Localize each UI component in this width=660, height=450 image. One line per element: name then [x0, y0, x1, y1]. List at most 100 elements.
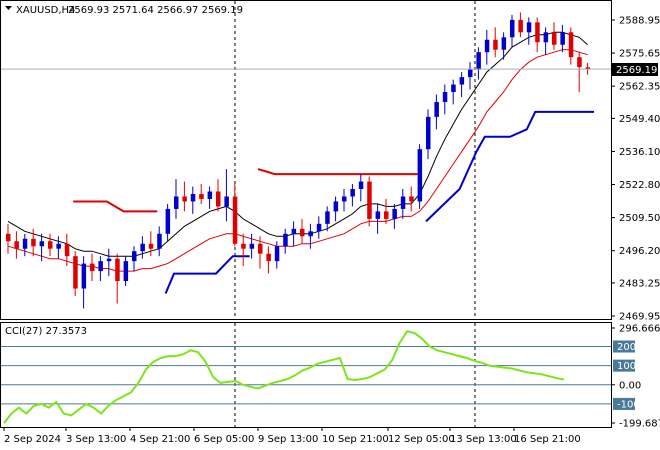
candle-body-17 [148, 243, 154, 249]
candle-body-65 [552, 32, 557, 45]
cci-tick-box-4 [613, 397, 635, 410]
stop-line-1 [164, 255, 250, 294]
price-tick-label-0: 2588.95 [619, 16, 660, 27]
cci-tick-label-2: 100 [617, 361, 636, 372]
price-axis: 2588.95 2575.65 2562.35 2549.40 2536.10 2522.… [611, 16, 660, 323]
candle-body-10 [90, 263, 95, 272]
candle-body-23 [199, 193, 204, 199]
candle-body-54 [459, 77, 465, 85]
time-tick-label-4: 9 Sep 13:00 [258, 434, 318, 445]
cci-line [3, 330, 565, 424]
candle-body-69 [585, 67, 591, 70]
candle-body-2 [22, 238, 28, 249]
stop-line-3 [425, 110, 594, 223]
candle-body-48 [409, 196, 414, 202]
candle-body-63 [535, 22, 540, 43]
candle-body-15 [132, 251, 137, 262]
candle-body-25 [216, 191, 221, 207]
candle-body-58 [493, 39, 498, 50]
candle-body-60 [510, 19, 515, 38]
price-tick-label-4: 2536.10 [619, 147, 660, 158]
chevron-down-icon[interactable] [5, 6, 12, 10]
price-tick-label-3: 2549.40 [619, 114, 660, 125]
candle-body-56 [476, 52, 481, 70]
candle-body-50 [426, 116, 431, 150]
candle-body-3 [31, 238, 36, 247]
candle-body-0 [6, 233, 11, 242]
candle-body-7 [64, 243, 70, 257]
cci-indicator-label: CCI(27) 27.3573 [5, 326, 87, 337]
candle-body-12 [106, 258, 112, 262]
cci-axis: 296.6665 200 100 0.00 -100 -199.6877 [611, 324, 660, 430]
candle-body-29 [249, 243, 255, 249]
candle-body-34 [291, 228, 297, 234]
candle-body-51 [434, 101, 439, 117]
price-tick-label-1: 2575.65 [619, 49, 660, 60]
candle-body-28 [241, 243, 246, 249]
cci-tick-label-3: 0.00 [619, 380, 641, 391]
candle-body-30 [258, 243, 263, 254]
time-tick-label-7: 13 Sep 13:00 [450, 434, 517, 445]
price-tick-label-2: 2562.35 [619, 82, 660, 93]
candle-body-37 [316, 223, 322, 232]
candle-body-68 [577, 57, 582, 68]
cci-tick-box-2 [613, 359, 635, 372]
candle-body-16 [140, 243, 145, 252]
candle-body-8 [73, 256, 78, 289]
candle-body-67 [568, 32, 574, 58]
time-tick-label-8: 16 Sep 21:00 [514, 434, 581, 445]
time-tick-label-2: 4 Sep 21:00 [130, 434, 190, 445]
candle-body-49 [417, 149, 423, 202]
candle-body-45 [384, 211, 389, 219]
ohlc-label: 2569.93 2571.64 2566.97 2569.19 [68, 5, 243, 16]
time-tick-label-5: 10 Sep 21:00 [322, 434, 389, 445]
price-tick-label-9: 2469.95 [619, 312, 660, 323]
cci-tick-label-1: 200 [617, 342, 636, 353]
candle-body-33 [283, 233, 288, 247]
candle-body-59 [501, 37, 507, 50]
candle-body-35 [300, 228, 305, 237]
candle-body-64 [543, 32, 549, 43]
current-price-value: 2569.19 [616, 65, 657, 76]
candle-body-38 [325, 211, 330, 224]
candle-body-19 [165, 208, 171, 234]
candle-body-47 [400, 196, 406, 209]
candle-body-61 [518, 19, 523, 33]
ma-slow-line [7, 49, 588, 272]
candle-body-26 [224, 196, 229, 207]
time-tick-label-6: 12 Sep 05:00 [388, 434, 455, 445]
candle-body-43 [367, 181, 372, 219]
period-separators [234, 1, 476, 427]
stop-line-0 [73, 200, 158, 213]
candle-body-21 [182, 196, 187, 202]
candle-body-40 [342, 196, 347, 202]
moving-averages [7, 31, 588, 272]
candle-body-62 [526, 22, 532, 33]
time-tick-label-3: 6 Sep 05:00 [194, 434, 254, 445]
candle-body-18 [157, 233, 162, 249]
candle-body-13 [115, 258, 120, 282]
cci-tick-label-4: -100 [617, 399, 640, 410]
candle-body-57 [484, 39, 490, 53]
cci-level-lines [1, 346, 611, 405]
candles [6, 12, 591, 309]
candle-body-14 [123, 261, 129, 282]
candle-body-22 [190, 193, 196, 202]
candle-body-42 [358, 181, 364, 190]
price-tick-label-8: 2483.25 [619, 278, 660, 289]
candle-body-6 [56, 243, 61, 249]
price-tick-label-7: 2496.20 [619, 246, 660, 257]
candle-body-44 [375, 211, 381, 219]
time-tick-label-1: 3 Sep 13:00 [66, 434, 126, 445]
candle-body-20 [174, 196, 179, 209]
candle-body-39 [333, 201, 339, 212]
candle-body-9 [81, 263, 87, 289]
candle-body-52 [442, 92, 448, 102]
cci-panel [0, 322, 612, 428]
stop-line-2 [257, 168, 418, 176]
price-tick-label-5: 2522.80 [619, 180, 660, 191]
price-tick-label-6: 2509.50 [619, 213, 660, 224]
candle-body-5 [48, 241, 53, 249]
candle-body-53 [451, 84, 456, 93]
